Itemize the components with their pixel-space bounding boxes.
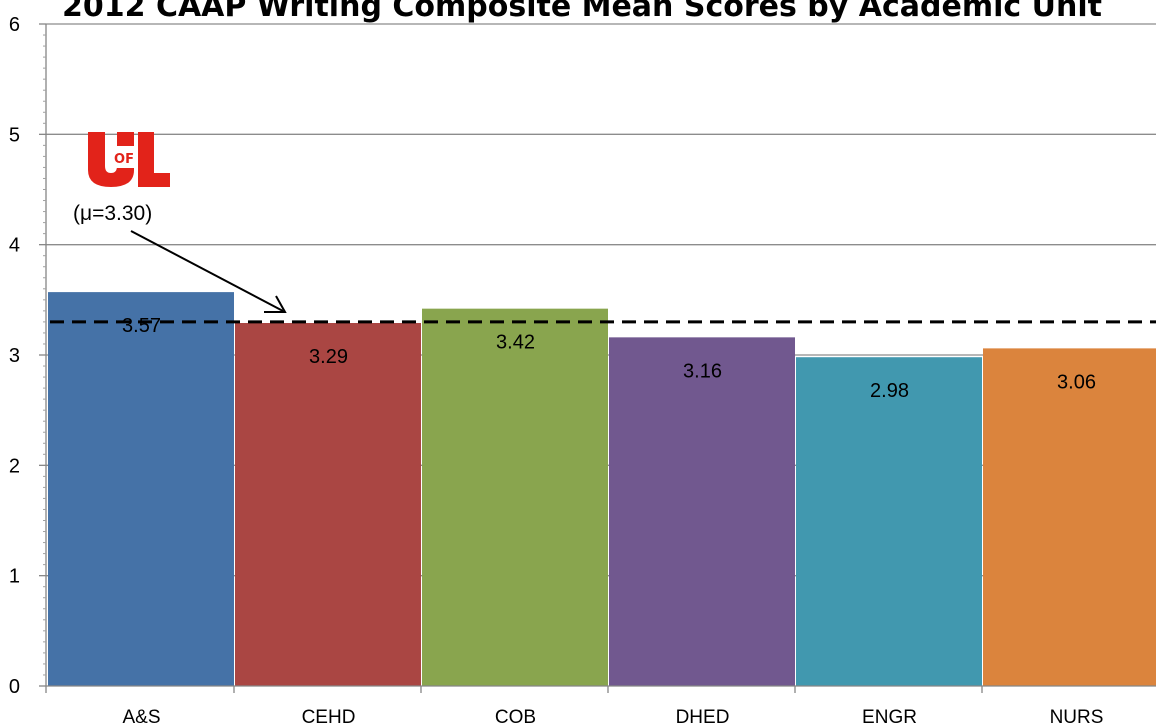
annotation-arrow	[130, 230, 287, 313]
logo-of-badge	[113, 146, 135, 168]
y-tick-label-3: 3	[9, 345, 20, 367]
chart-title: 2012 CAAP Writing Composite Mean Scores …	[62, 0, 1102, 24]
bar-as	[48, 292, 234, 686]
bar-dhed	[609, 337, 795, 686]
x-tick-label-4: ENGR	[862, 707, 917, 728]
value-labels: 3.57 3.29 3.42 3.16 2.98 3.06	[122, 315, 1096, 402]
x-tick-label-3: DHED	[676, 707, 730, 728]
value-label-0: 3.57	[122, 315, 161, 337]
bar-nurs	[983, 348, 1156, 686]
bars	[48, 292, 1156, 686]
y-tick-label-1: 1	[9, 566, 20, 588]
logo-letter-l	[138, 132, 170, 187]
x-tick-label-5: NURS	[1050, 707, 1104, 728]
value-label-4: 2.98	[870, 380, 909, 402]
y-tick-label-4: 4	[9, 235, 20, 257]
x-tick-label-0: A&S	[122, 707, 160, 728]
y-tick-label-5: 5	[9, 124, 20, 146]
uofl-logo-icon: OF	[88, 132, 170, 187]
x-tick-label-2: COB	[495, 707, 536, 728]
x-tick-labels: A&S CEHD COB DHED ENGR NURS	[122, 707, 1103, 728]
axes	[39, 23, 1156, 693]
y-tick-labels: 0 1 2 3 4 5 6	[9, 14, 20, 698]
x-tick-label-1: CEHD	[302, 707, 356, 728]
value-label-2: 3.42	[496, 332, 535, 354]
value-label-1: 3.29	[309, 346, 348, 368]
value-label-5: 3.06	[1057, 371, 1096, 393]
logo-letter-u	[88, 132, 134, 187]
logo-of-mark: OF	[114, 152, 134, 167]
bar-cob	[422, 308, 608, 686]
value-label-3: 3.16	[683, 360, 722, 382]
bar-engr	[796, 357, 982, 686]
y-tick-label-0: 0	[9, 676, 20, 698]
y-tick-label-2: 2	[9, 455, 20, 477]
y-tick-label-6: 6	[9, 14, 20, 36]
bar-cehd	[235, 323, 421, 686]
reference-line-label: (μ=3.30)	[73, 202, 152, 225]
